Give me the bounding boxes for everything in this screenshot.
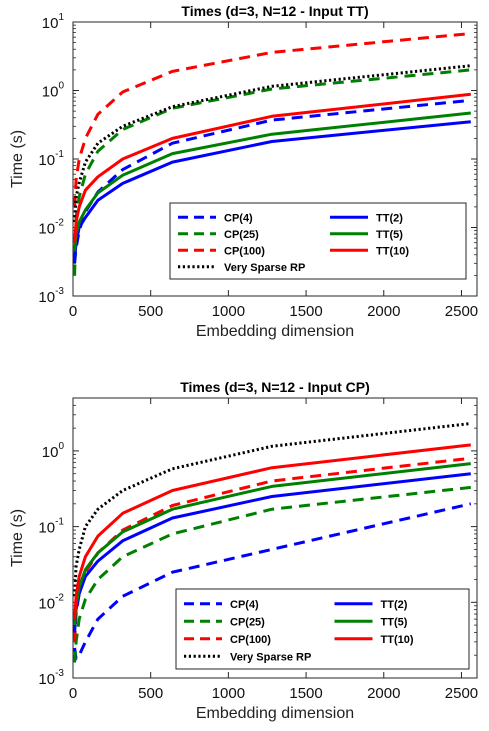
x-tick-label: 1000 [212, 685, 245, 702]
x-tick-label: 1500 [289, 685, 322, 702]
series-line-very-sparse-rp [73, 422, 471, 597]
x-tick-label: 1500 [289, 303, 322, 320]
x-axis-label: Embedding dimension [196, 705, 354, 722]
x-tick-label: 2000 [367, 685, 400, 702]
x-tick-label: 500 [138, 303, 163, 320]
legend-label: Very Sparse RP [224, 262, 305, 274]
x-tick-label: 2500 [445, 685, 478, 702]
legend-label: TT(2) [381, 599, 408, 611]
x-tick-label: 500 [138, 685, 163, 702]
legend: CP(4) TT(2) CP(25) TT(5) CP(100) TT(10) Very S… [175, 588, 470, 670]
x-tick-label: 1000 [212, 303, 245, 320]
legend-label: Very Sparse RP [230, 651, 311, 663]
legend-label: TT(2) [376, 212, 403, 224]
legend-label: TT(10) [376, 245, 409, 257]
y-tick-label: 10-1 [38, 149, 64, 169]
series-group [73, 32, 471, 276]
series-line-cp-100 [73, 32, 471, 207]
legend-label: CP(100) [224, 245, 265, 257]
series-line-tt-10 [73, 92, 471, 243]
legend-label: CP(25) [224, 229, 259, 241]
y-tick-label: 100 [42, 81, 65, 101]
chart-2: Times (d=3, N=12 - Input CP) 10-3 10-2 10-1… [9, 379, 478, 722]
legend-box [175, 588, 470, 670]
y-axis-label: Time (s) [9, 509, 26, 567]
series-group [73, 422, 472, 663]
series-line-very-sparse-rp [73, 64, 471, 223]
y-tick-label: 10-1 [38, 517, 64, 537]
legend-label: CP(25) [230, 616, 265, 628]
legend-label: TT(5) [376, 229, 403, 241]
x-tick-label: 2000 [367, 303, 400, 320]
chart-title: Times (d=3, N=12 - Input CP) [180, 379, 370, 395]
y-tick-label: 10-2 [38, 592, 64, 612]
series-line-cp-25 [73, 485, 471, 663]
legend-label: CP(100) [230, 634, 271, 646]
y-tick-label: 10-2 [38, 218, 64, 238]
legend-box [169, 202, 467, 280]
y-tick-label: 100 [42, 441, 65, 461]
y-axis-label: Time (s) [9, 130, 26, 188]
x-tick-label: 0 [69, 685, 77, 702]
series-line-tt-5 [73, 111, 471, 252]
legend: CP(4) TT(2) CP(25) TT(5) CP(100) TT(10) Very S… [169, 202, 467, 280]
series-line-cp-4 [73, 502, 472, 661]
legend-label: TT(10) [381, 634, 414, 646]
legend-label: CP(4) [224, 212, 253, 224]
legend-label: CP(4) [230, 599, 259, 611]
legend-label: TT(5) [381, 616, 408, 628]
series-line-tt-10 [73, 443, 471, 620]
y-tick-label: 10-3 [38, 286, 64, 306]
x-tick-label: 0 [69, 303, 77, 320]
chart-title: Times (d=3, N=12 - Input TT) [181, 3, 368, 19]
x-axis-label: Embedding dimension [196, 323, 354, 340]
y-tick-label: 101 [42, 12, 65, 32]
chart-1: Times (d=3, N=12 - Input TT) 10-3 10-2 10-1… [9, 3, 478, 340]
y-tick-label: 10-3 [38, 668, 64, 688]
x-tick-label: 2500 [445, 303, 478, 320]
